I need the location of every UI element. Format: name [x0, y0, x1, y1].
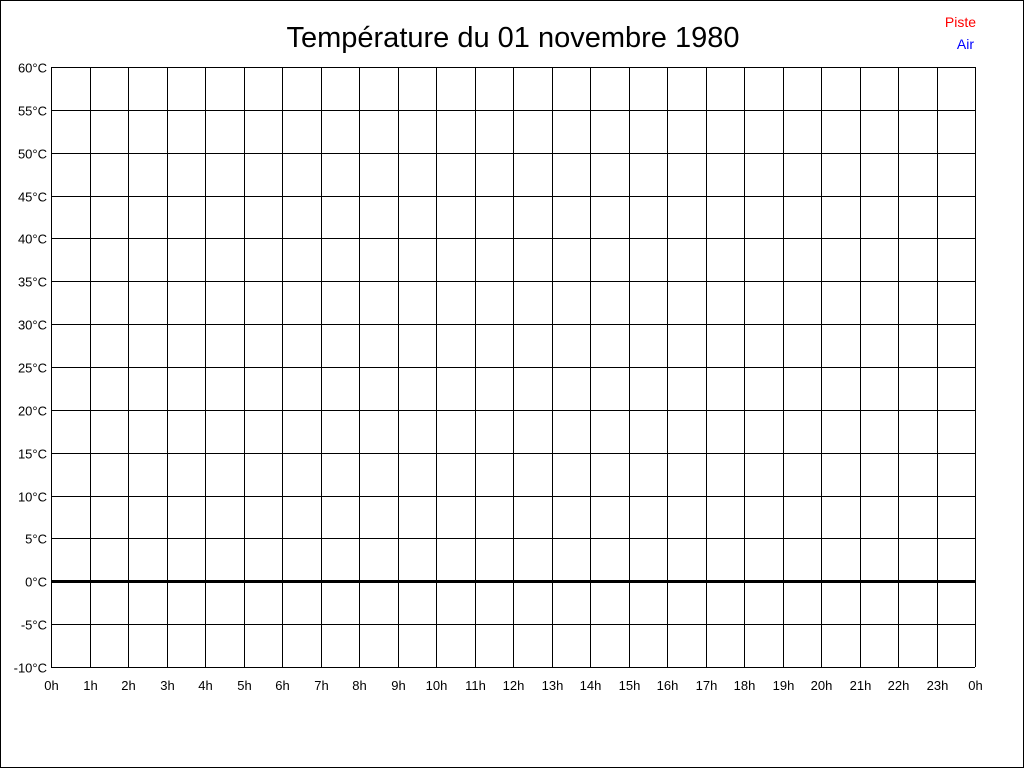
x-tick-label: 18h	[734, 678, 756, 693]
y-tick-label: 35°C	[18, 275, 47, 290]
y-tick-label: 25°C	[18, 361, 47, 376]
x-tick-label: 15h	[619, 678, 641, 693]
x-tick-label: 11h	[465, 678, 486, 693]
x-tick-label: 4h	[198, 678, 212, 693]
y-tick-label: 10°C	[18, 490, 47, 505]
x-tick-label: 9h	[391, 678, 405, 693]
y-tick-label: -10°C	[14, 661, 47, 676]
x-tick-label: 21h	[850, 678, 872, 693]
y-tick-label: 20°C	[18, 404, 47, 419]
x-tick-label: 20h	[811, 678, 833, 693]
legend-piste: Piste	[945, 14, 976, 30]
legend-air: Air	[957, 36, 974, 52]
x-tick-label: 19h	[773, 678, 795, 693]
x-tick-label: 10h	[426, 678, 448, 693]
x-tick-label: 0h	[44, 678, 58, 693]
x-tick-label: 12h	[503, 678, 525, 693]
x-tick-label: 5h	[237, 678, 251, 693]
y-tick-label: 50°C	[18, 147, 47, 162]
x-tick-label: 3h	[160, 678, 174, 693]
y-tick-label: 0°C	[25, 575, 47, 590]
x-tick-label: 22h	[888, 678, 910, 693]
y-tick-label: 40°C	[18, 232, 47, 247]
y-tick-label: -5°C	[21, 618, 47, 633]
x-tick-label: 17h	[696, 678, 718, 693]
y-tick-label: 15°C	[18, 447, 47, 462]
x-tick-label: 13h	[542, 678, 564, 693]
y-tick-label: 55°C	[18, 104, 47, 119]
y-tick-label: 45°C	[18, 190, 47, 205]
y-tick-label: 5°C	[25, 532, 47, 547]
x-tick-label: 16h	[657, 678, 679, 693]
x-tick-label: 7h	[314, 678, 328, 693]
x-tick-label: 2h	[121, 678, 135, 693]
y-tick-label: 30°C	[18, 318, 47, 333]
y-tick-label: 60°C	[18, 61, 47, 76]
x-tick-label: 0h	[968, 678, 982, 693]
x-tick-label: 23h	[927, 678, 949, 693]
chart-title: Température du 01 novembre 1980	[286, 22, 739, 54]
x-tick-label: 14h	[580, 678, 602, 693]
x-tick-label: 1h	[83, 678, 97, 693]
x-tick-label: 8h	[352, 678, 366, 693]
x-tick-label: 6h	[275, 678, 289, 693]
